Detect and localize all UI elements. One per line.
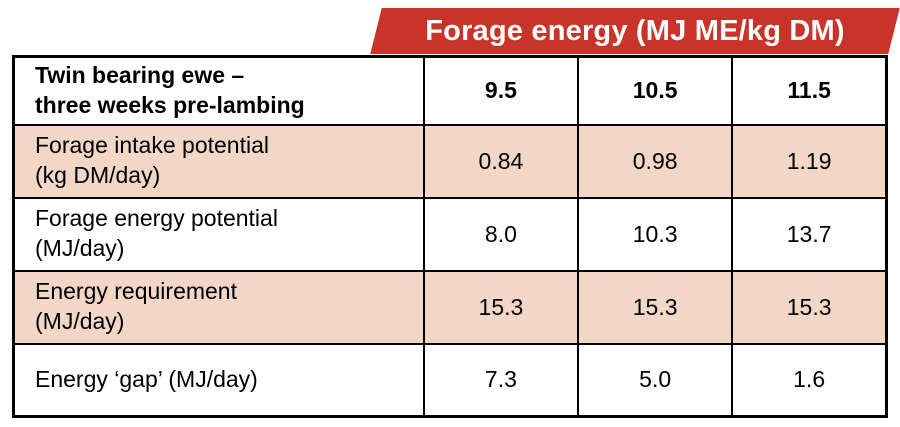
row-label: Forage intake potential (kg DM/day) (12, 123, 425, 199)
cell-value: 1.6 (731, 342, 888, 418)
cell-value: 0.84 (422, 123, 580, 199)
cell-value: 8.0 (422, 196, 580, 272)
table-row-forage-intake: Forage intake potential (kg DM/day) 0.84… (12, 123, 888, 199)
cell-value: 1.19 (731, 123, 888, 199)
table-row-forage-energy: Forage energy potential (MJ/day) 8.0 10.… (12, 196, 888, 272)
table-header-row: Twin bearing ewe – three weeks pre-lambi… (12, 55, 888, 126)
header-col-11-5: 11.5 (731, 55, 888, 126)
cell-value: 7.3 (422, 342, 580, 418)
cell-value: 15.3 (731, 269, 888, 345)
table-row-energy-gap: Energy ‘gap’ (MJ/day) 7.3 5.0 1.6 (12, 342, 888, 418)
cell-value: 10.3 (577, 196, 734, 272)
cell-value: 15.3 (422, 269, 580, 345)
header-row-label: Twin bearing ewe – three weeks pre-lambi… (12, 55, 425, 126)
header-col-9-5: 9.5 (422, 55, 580, 126)
table-row-energy-requirement: Energy requirement (MJ/day) 15.3 15.3 15… (12, 269, 888, 345)
banner-title: Forage energy (MJ ME/kg DM) (425, 14, 845, 47)
row-label: Forage energy potential (MJ/day) (12, 196, 425, 272)
cell-value: 0.98 (577, 123, 734, 199)
forage-table: Twin bearing ewe – three weeks pre-lambi… (12, 55, 888, 418)
cell-value: 5.0 (577, 342, 734, 418)
row-label: Energy ‘gap’ (MJ/day) (12, 342, 425, 418)
header-col-10-5: 10.5 (577, 55, 734, 126)
cell-value: 13.7 (731, 196, 888, 272)
banner: Forage energy (MJ ME/kg DM) (370, 8, 900, 54)
cell-value: 15.3 (577, 269, 734, 345)
row-label: Energy requirement (MJ/day) (12, 269, 425, 345)
